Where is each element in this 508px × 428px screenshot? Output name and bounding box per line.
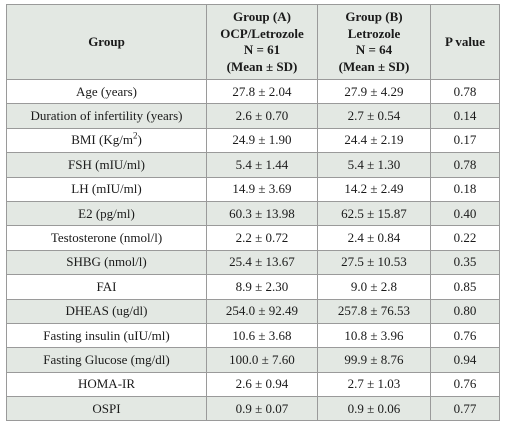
cell-group-b: 99.9 ± 8.76: [317, 347, 431, 373]
cell-p-value: 0.78: [430, 152, 500, 178]
header-group-label: Group: [88, 33, 125, 49]
cell-group: DHEAS (ug/dl): [6, 298, 207, 324]
cell-group: OSPI: [6, 396, 207, 422]
cell-p-value: 0.18: [430, 176, 500, 202]
cell-group: Testosterone (nmol/l): [6, 225, 207, 251]
cell-p-value: 0.78: [430, 78, 500, 105]
table-row: Testosterone (nmol/l) 2.2 ± 0.72 2.4 ± 0…: [6, 225, 500, 251]
cell-group: FSH (mIU/ml): [6, 152, 207, 178]
table-row: Age (years) 27.8 ± 2.04 27.9 ± 4.29 0.78: [6, 78, 500, 105]
cell-group-b: 2.4 ± 0.84: [317, 225, 431, 251]
cell-group: LH (mIU/ml): [6, 176, 207, 202]
table-row: DHEAS (ug/dl) 254.0 ± 92.49 257.8 ± 76.5…: [6, 298, 500, 324]
header-group-b-line-2: Letrozole: [347, 25, 401, 41]
cell-group-a: 2.6 ± 0.70: [206, 103, 318, 129]
cell-group-b: 0.9 ± 0.06: [317, 396, 431, 422]
header-group-b-line-4: (Mean ± SD): [338, 58, 410, 74]
cell-p-value: 0.85: [430, 274, 500, 300]
header-group-a-line-2: OCP/Letrozole: [220, 25, 304, 41]
cell-group-a: 5.4 ± 1.44: [206, 152, 318, 178]
cell-group-b: 2.7 ± 0.54: [317, 103, 431, 129]
header-group-b-line-1: Group (B): [345, 9, 403, 24]
cell-p-value: 0.40: [430, 200, 500, 227]
table-row: FAI 8.9 ± 2.30 9.0 ± 2.8 0.85: [6, 274, 500, 300]
table-row: E2 (pg/ml) 60.3 ± 13.98 62.5 ± 15.87 0.4…: [6, 200, 500, 227]
header-group: Group: [6, 4, 207, 80]
cell-group: Age (years): [6, 78, 207, 105]
cell-group-b: 5.4 ± 1.30: [317, 152, 431, 178]
header-p-value-label: P value: [444, 33, 486, 49]
header-group-a-line-4: (Mean ± SD): [226, 58, 298, 74]
cell-group-a: 2.2 ± 0.72: [206, 225, 318, 251]
cell-group-a: 14.9 ± 3.69: [206, 176, 318, 202]
table-row: HOMA-IR 2.6 ± 0.94 2.7 ± 1.03 0.76: [6, 371, 500, 398]
cell-group-a: 254.0 ± 92.49: [206, 298, 318, 324]
cell-p-value: 0.35: [430, 249, 500, 276]
header-group-b: Group (B) Letrozole N = 64 (Mean ± SD): [317, 4, 431, 80]
cell-group-a: 100.0 ± 7.60: [206, 347, 318, 373]
header-group-a: Group (A) OCP/Letrozole N = 61 (Mean ± S…: [206, 4, 318, 80]
cell-p-value: 0.77: [430, 396, 500, 422]
header-group-b-line-3: N = 64: [355, 42, 393, 57]
cell-group-b: 27.9 ± 4.29: [317, 78, 431, 105]
cell-group: HOMA-IR: [6, 371, 207, 398]
table-row: Fasting insulin (uIU/ml) 10.6 ± 3.68 10.…: [6, 322, 500, 349]
cell-p-value: 0.22: [430, 225, 500, 251]
cell-group-a: 24.9 ± 1.90: [206, 127, 318, 154]
cell-p-value: 0.94: [430, 347, 500, 373]
comparison-table: Group Group (A) OCP/Letrozole N = 61 (Me…: [6, 4, 500, 422]
cell-group-tail: ): [137, 132, 142, 148]
table-row: SHBG (nmol/l) 25.4 ± 13.67 27.5 ± 10.53 …: [6, 249, 500, 276]
cell-group: Fasting insulin (uIU/ml): [6, 322, 207, 349]
cell-group: E2 (pg/ml): [6, 200, 207, 227]
table-row: Duration of infertility (years) 2.6 ± 0.…: [6, 103, 500, 129]
comparison-table-container: Group Group (A) OCP/Letrozole N = 61 (Me…: [6, 4, 500, 422]
cell-p-value: 0.76: [430, 371, 500, 398]
cell-group-b: 14.2 ± 2.49: [317, 176, 431, 202]
cell-p-value: 0.17: [430, 127, 500, 154]
cell-group-b: 2.7 ± 1.03: [317, 371, 431, 398]
table-row: OSPI 0.9 ± 0.07 0.9 ± 0.06 0.77: [6, 396, 500, 422]
cell-group-a: 8.9 ± 2.30: [206, 274, 318, 300]
cell-group-b: 9.0 ± 2.8: [317, 274, 431, 300]
cell-group-a: 10.6 ± 3.68: [206, 322, 318, 349]
cell-group-a: 60.3 ± 13.98: [206, 200, 318, 227]
cell-group-b: 24.4 ± 2.19: [317, 127, 431, 154]
table-row: LH (mIU/ml) 14.9 ± 3.69 14.2 ± 2.49 0.18: [6, 176, 500, 202]
cell-group: BMI (Kg/m2): [6, 127, 207, 154]
cell-group: Fasting Glucose (mg/dl): [6, 347, 207, 373]
cell-group-a: 0.9 ± 0.07: [206, 396, 318, 422]
cell-group-text: BMI (Kg/m: [71, 132, 133, 148]
cell-group-b: 62.5 ± 15.87: [317, 200, 431, 227]
cell-group: Duration of infertility (years): [6, 103, 207, 129]
cell-group: SHBG (nmol/l): [6, 249, 207, 276]
table-row: Fasting Glucose (mg/dl) 100.0 ± 7.60 99.…: [6, 347, 500, 373]
cell-group-b: 27.5 ± 10.53: [317, 249, 431, 276]
table-row: FSH (mIU/ml) 5.4 ± 1.44 5.4 ± 1.30 0.78: [6, 152, 500, 178]
cell-p-value: 0.14: [430, 103, 500, 129]
cell-group-b: 257.8 ± 76.53: [317, 298, 431, 324]
cell-group: FAI: [6, 274, 207, 300]
header-group-a-line-3: N = 61: [243, 42, 281, 57]
cell-group-a: 27.8 ± 2.04: [206, 78, 318, 105]
cell-group-superscript: 2: [132, 131, 138, 142]
cell-p-value: 0.80: [430, 298, 500, 324]
header-row: Group Group (A) OCP/Letrozole N = 61 (Me…: [6, 4, 500, 80]
cell-group-a: 25.4 ± 13.67: [206, 249, 318, 276]
table-row: BMI (Kg/m2) 24.9 ± 1.90 24.4 ± 2.19 0.17: [6, 127, 500, 154]
header-group-a-line-1: Group (A): [233, 9, 291, 24]
header-p-value: P value: [430, 4, 500, 80]
cell-p-value: 0.76: [430, 322, 500, 349]
cell-group-a: 2.6 ± 0.94: [206, 371, 318, 398]
cell-group-b: 10.8 ± 3.96: [317, 322, 431, 349]
